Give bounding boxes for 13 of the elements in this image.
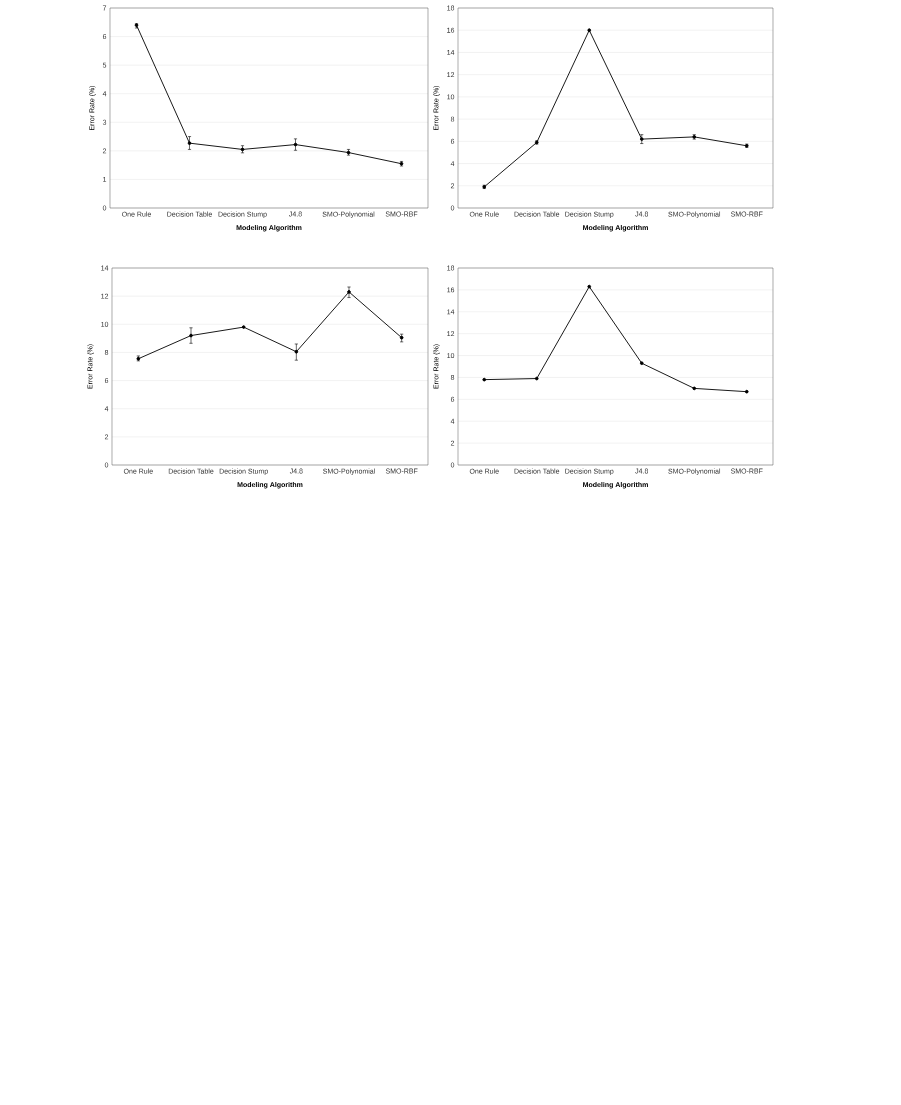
point bbox=[241, 325, 246, 329]
point bbox=[482, 377, 487, 382]
point bbox=[692, 386, 697, 391]
point bbox=[293, 142, 298, 147]
point bbox=[534, 376, 539, 381]
point bbox=[639, 361, 644, 366]
point bbox=[744, 389, 749, 394]
point bbox=[294, 349, 299, 354]
point bbox=[587, 284, 592, 289]
point bbox=[347, 290, 351, 294]
point bbox=[189, 333, 193, 338]
point bbox=[587, 28, 592, 33]
point bbox=[187, 141, 192, 145]
